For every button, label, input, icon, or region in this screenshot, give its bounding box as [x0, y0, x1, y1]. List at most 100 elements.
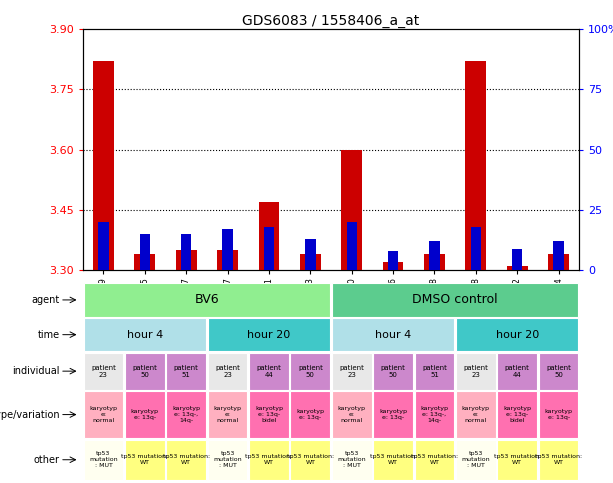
Bar	[383, 262, 403, 270]
Bar	[373, 391, 413, 438]
Bar	[166, 391, 206, 438]
Bar	[93, 61, 114, 270]
Bar	[388, 251, 398, 270]
Bar	[249, 440, 289, 480]
Bar	[249, 391, 289, 438]
Text: patient
51: patient 51	[173, 365, 199, 378]
Text: karyotyp
e: 13q-
bidel: karyotyp e: 13q- bidel	[503, 406, 531, 423]
Bar	[259, 202, 280, 270]
Bar	[429, 242, 440, 270]
Text: patient
23: patient 23	[463, 365, 489, 378]
Text: hour 4: hour 4	[127, 330, 163, 340]
Text: patient
50: patient 50	[381, 365, 406, 378]
Bar	[332, 391, 371, 438]
Bar	[125, 440, 165, 480]
Text: patient
50: patient 50	[546, 365, 571, 378]
Text: genotype/variation: genotype/variation	[0, 410, 60, 420]
Bar	[134, 255, 155, 270]
Bar	[507, 267, 528, 270]
Text: patient
23: patient 23	[339, 365, 364, 378]
Text: individual: individual	[12, 366, 60, 376]
Bar	[291, 440, 330, 480]
Text: tp53 mutation:
WT: tp53 mutation: WT	[121, 455, 169, 465]
Bar	[465, 61, 486, 270]
Bar	[83, 391, 123, 438]
Text: tp53
mutation
: MUT: tp53 mutation : MUT	[337, 452, 366, 468]
Text: DMSO control: DMSO control	[413, 294, 498, 306]
Bar	[208, 318, 330, 351]
Text: tp53 mutation:
WT: tp53 mutation: WT	[162, 455, 210, 465]
Bar	[166, 440, 206, 480]
Text: tp53 mutation:
WT: tp53 mutation: WT	[535, 455, 582, 465]
Text: karyotyp
e: 13q-,
14q-: karyotyp e: 13q-, 14q-	[172, 406, 200, 423]
Bar	[291, 353, 330, 390]
Bar	[264, 227, 274, 270]
Text: tp53 mutation:
WT: tp53 mutation: WT	[411, 455, 458, 465]
Bar	[83, 353, 123, 390]
Text: karyotyp
e:
normal: karyotyp e: normal	[338, 406, 366, 423]
Bar	[208, 353, 248, 390]
Bar	[456, 391, 496, 438]
Text: patient
23: patient 23	[215, 365, 240, 378]
Text: karyotyp
e:
normal: karyotyp e: normal	[213, 406, 242, 423]
Bar	[373, 353, 413, 390]
Bar	[83, 440, 123, 480]
Text: tp53
mutation
: MUT: tp53 mutation : MUT	[89, 452, 118, 468]
Bar	[456, 440, 496, 480]
Text: BV6: BV6	[194, 294, 219, 306]
Bar	[332, 353, 371, 390]
Bar	[332, 283, 579, 316]
Bar	[83, 318, 206, 351]
Text: karyotyp
e: 13q-: karyotyp e: 13q-	[379, 409, 407, 420]
Bar	[456, 318, 579, 351]
Bar	[414, 440, 454, 480]
Bar	[341, 150, 362, 270]
Text: karyotyp
e: 13q-: karyotyp e: 13q-	[544, 409, 573, 420]
Bar	[208, 440, 248, 480]
Bar	[249, 353, 289, 390]
Text: other: other	[34, 455, 60, 465]
Text: karyotyp
e: 13q-: karyotyp e: 13q-	[131, 409, 159, 420]
Text: patient
50: patient 50	[298, 365, 323, 378]
Bar	[140, 234, 150, 270]
Text: patient
44: patient 44	[256, 365, 281, 378]
Title: GDS6083 / 1558406_a_at: GDS6083 / 1558406_a_at	[242, 14, 420, 28]
Text: hour 4: hour 4	[375, 330, 411, 340]
Text: karyotyp
e: 13q-: karyotyp e: 13q-	[296, 409, 324, 420]
Bar	[497, 391, 537, 438]
Text: patient
44: patient 44	[504, 365, 530, 378]
Bar	[497, 353, 537, 390]
Bar	[332, 440, 371, 480]
Bar	[166, 353, 206, 390]
Text: karyotyp
e:
normal: karyotyp e: normal	[89, 406, 118, 423]
Bar	[208, 391, 248, 438]
Text: patient
51: patient 51	[422, 365, 447, 378]
Bar	[373, 440, 413, 480]
Bar	[548, 255, 569, 270]
Text: patient
23: patient 23	[91, 365, 116, 378]
Text: hour 20: hour 20	[247, 330, 291, 340]
Bar	[332, 318, 454, 351]
Bar	[305, 239, 316, 270]
Bar	[414, 391, 454, 438]
Bar	[512, 249, 522, 270]
Text: hour 20: hour 20	[495, 330, 539, 340]
Bar	[424, 255, 445, 270]
Text: karyotyp
e:
normal: karyotyp e: normal	[462, 406, 490, 423]
Bar	[300, 255, 321, 270]
Bar	[217, 250, 238, 270]
Bar	[176, 250, 197, 270]
Text: agent: agent	[32, 295, 60, 305]
Bar	[291, 391, 330, 438]
Text: tp53
mutation
: MUT: tp53 mutation : MUT	[462, 452, 490, 468]
Bar	[346, 222, 357, 270]
Text: tp53
mutation
: MUT: tp53 mutation : MUT	[213, 452, 242, 468]
Text: karyotyp
e: 13q-
bidel: karyotyp e: 13q- bidel	[255, 406, 283, 423]
Bar	[554, 242, 564, 270]
Bar	[539, 440, 579, 480]
Text: patient
50: patient 50	[132, 365, 158, 378]
Bar	[223, 229, 233, 270]
Text: time: time	[38, 330, 60, 340]
Bar	[471, 227, 481, 270]
Text: tp53 mutation:
WT: tp53 mutation: WT	[493, 455, 541, 465]
